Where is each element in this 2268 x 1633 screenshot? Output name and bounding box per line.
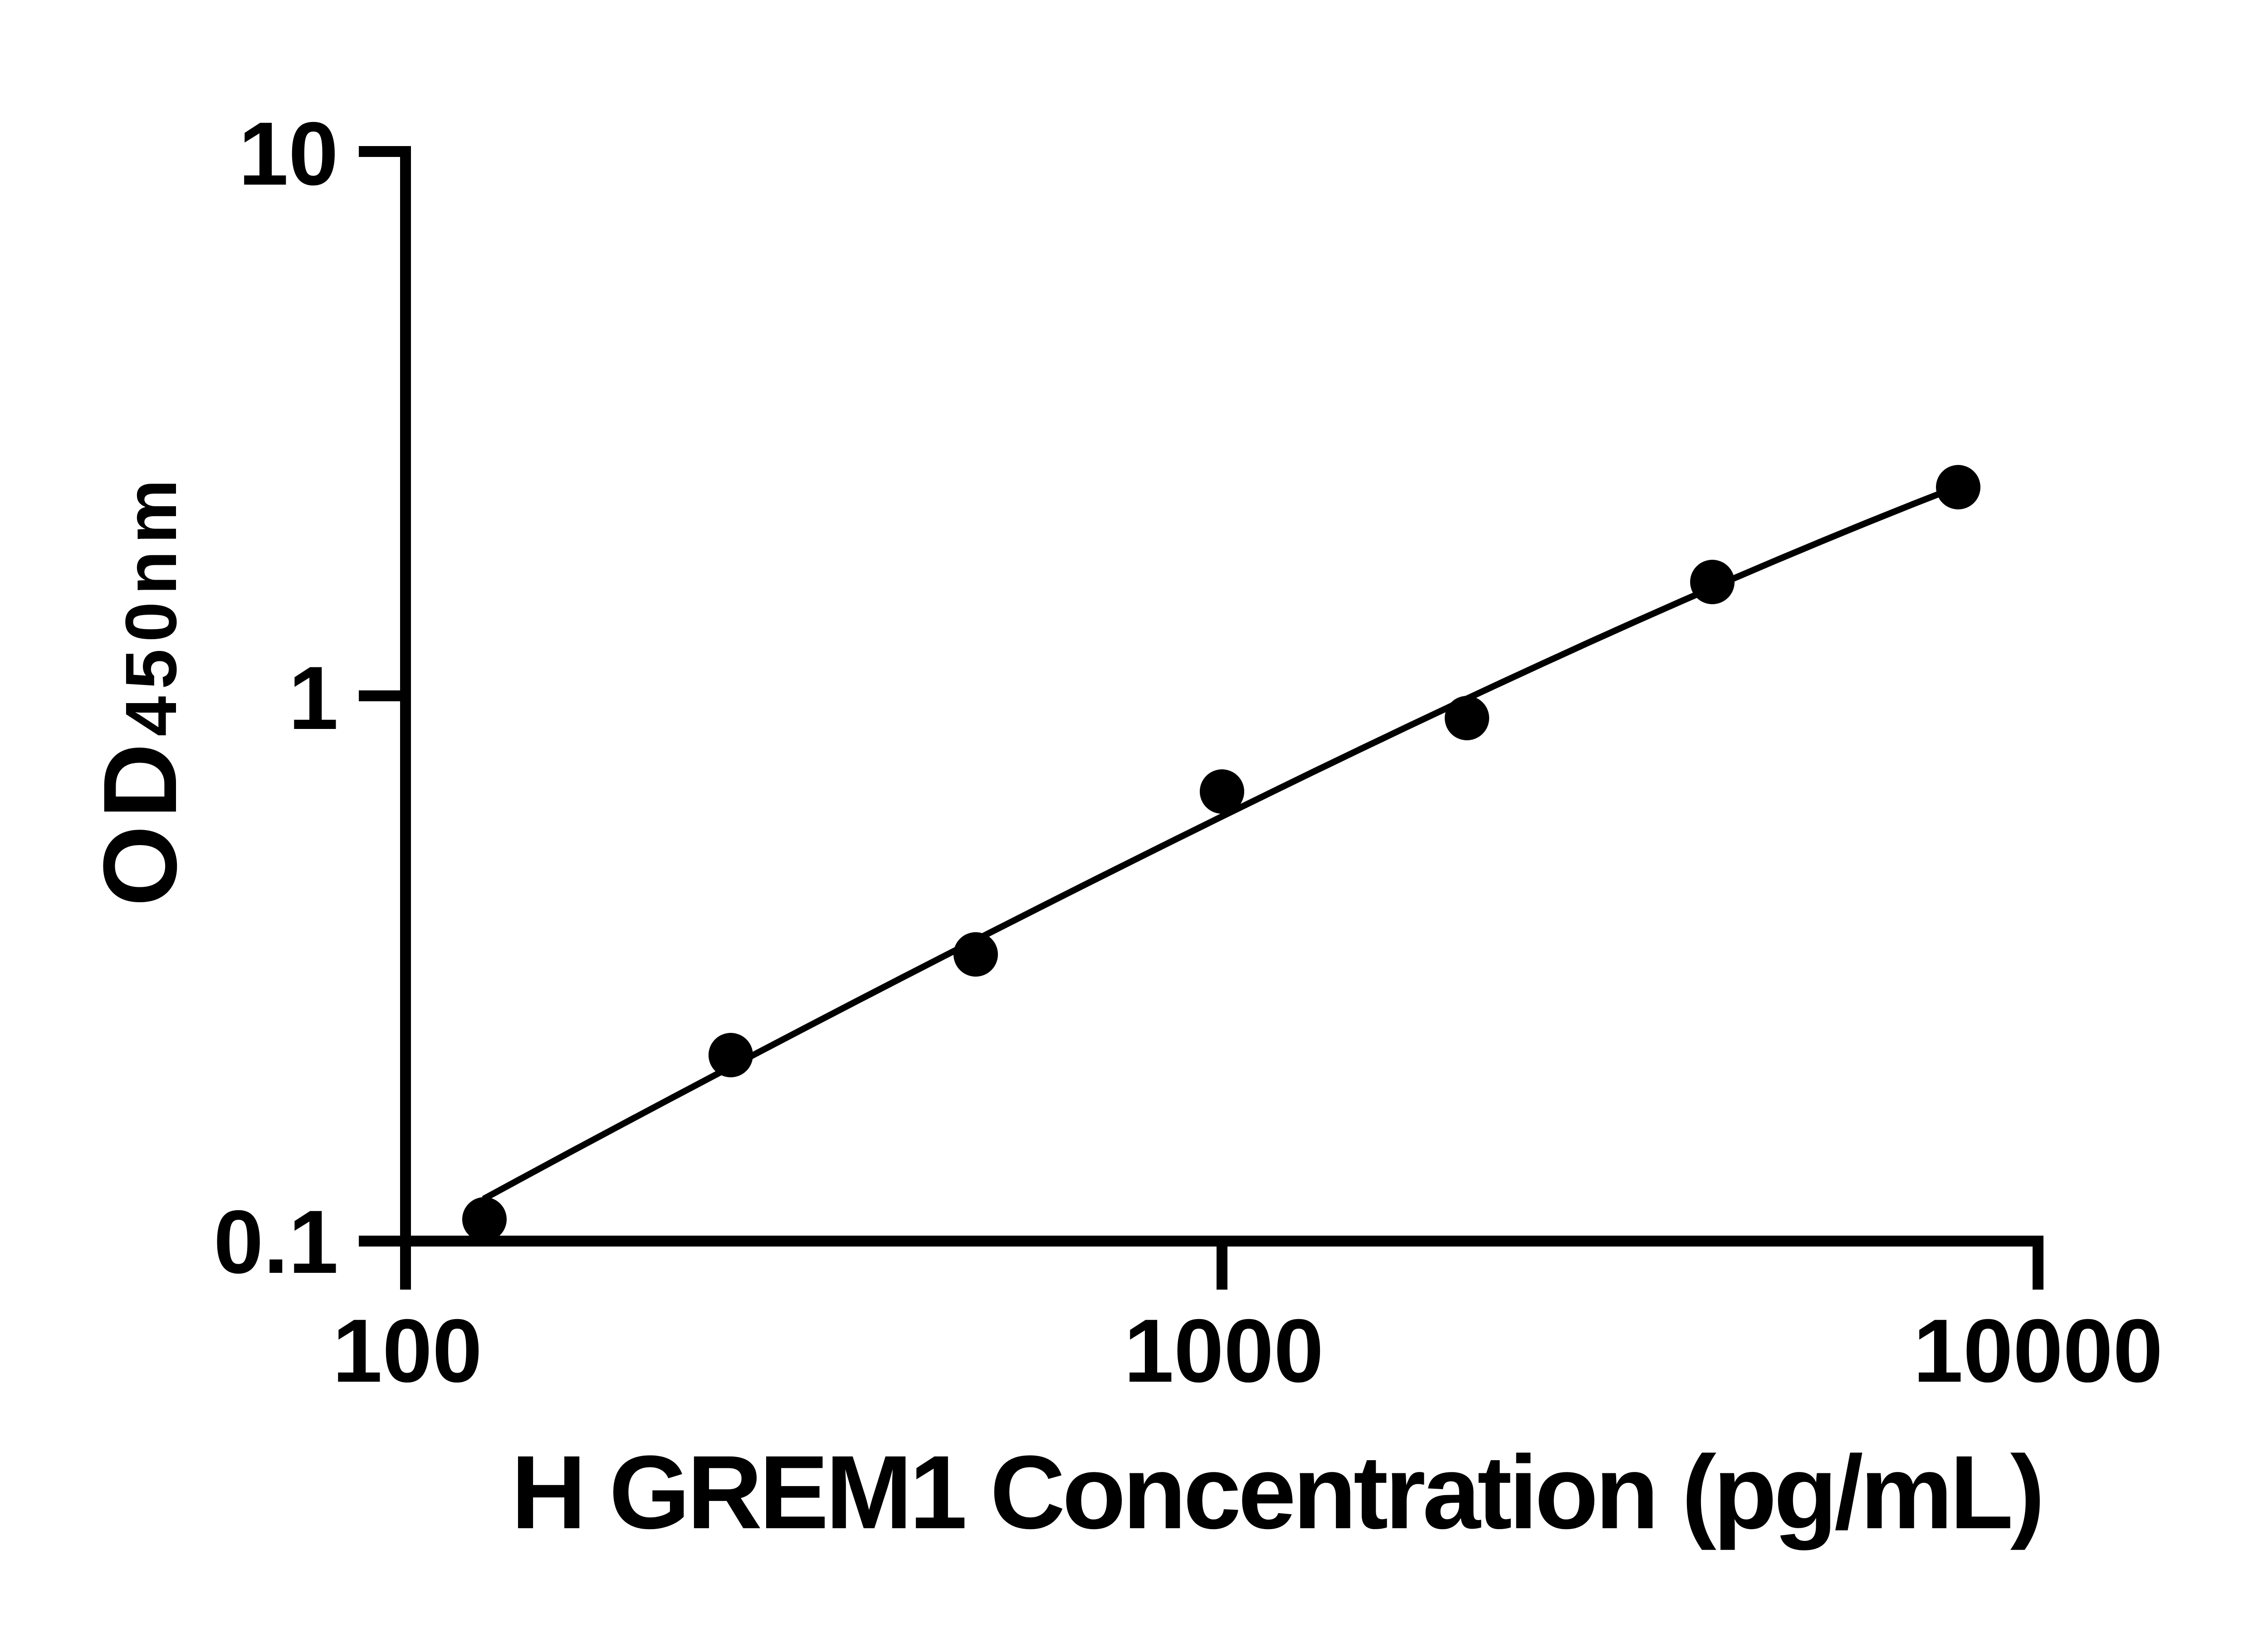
- svg-text:10000: 10000: [1913, 1301, 2163, 1401]
- svg-text:1000: 1000: [1124, 1301, 1324, 1401]
- svg-text:100: 100: [332, 1301, 482, 1401]
- svg-text:1: 1: [288, 648, 338, 748]
- svg-text:10: 10: [239, 103, 338, 204]
- svg-text:0.1: 0.1: [214, 1192, 338, 1292]
- svg-text:H GREM1 Concentration (pg/mL): H GREM1 Concentration (pg/mL): [511, 1434, 2042, 1550]
